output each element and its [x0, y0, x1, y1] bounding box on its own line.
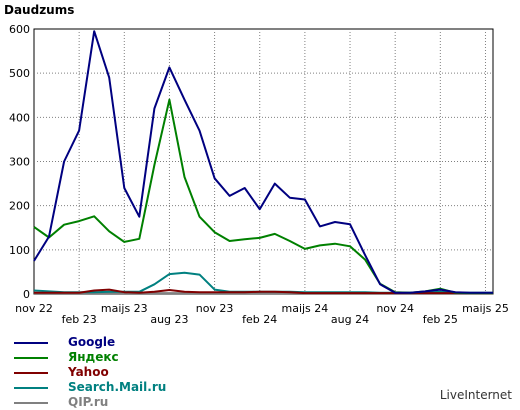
legend-item: QIP.ru	[14, 395, 166, 410]
y-tick-label: 400	[9, 111, 30, 124]
legend-label: Yahoo	[68, 365, 109, 379]
legend-item: Google	[14, 335, 166, 350]
y-axis-title: Daudzums	[4, 3, 74, 17]
legend-swatch	[14, 371, 48, 374]
x-tick-label: maijs 23	[101, 302, 148, 315]
series-line-yahoo	[34, 288, 493, 295]
x-tick-label: feb 24	[242, 313, 277, 326]
x-tick-label: maijs 25	[462, 302, 509, 315]
legend-item: Search.Mail.ru	[14, 380, 166, 395]
y-axis: 0 100 200 300 400 500 600	[9, 23, 30, 301]
x-tick-label: nov 22	[15, 302, 53, 315]
brand-label: LiveInternet	[439, 388, 512, 402]
x-tick-label: nov 24	[376, 302, 414, 315]
x-tick-label: feb 23	[62, 313, 97, 326]
y-tick-label: 0	[23, 288, 30, 301]
series-line-google	[33, 30, 493, 294]
legend: Google Яндекс Yahoo Search.Mail.ru QIP.ru	[14, 335, 166, 410]
legend-swatch	[14, 356, 48, 359]
legend-swatch	[14, 401, 48, 404]
legend-label: Search.Mail.ru	[68, 380, 167, 394]
legend-swatch	[14, 341, 48, 344]
y-tick-label: 500	[9, 67, 30, 80]
legend-item: Yahoo	[14, 365, 166, 380]
y-tick-label: 200	[9, 200, 30, 213]
x-tick-label: nov 23	[196, 302, 234, 315]
series-lines	[33, 30, 493, 295]
legend-label: Яндекс	[68, 350, 119, 364]
grid-lines	[34, 29, 493, 294]
y-tick-label: 600	[9, 23, 30, 36]
y-tick-label: 100	[9, 244, 30, 257]
legend-label: Google	[68, 335, 116, 349]
x-tick-label: feb 25	[423, 313, 458, 326]
legend-swatch	[14, 386, 48, 389]
plot-area	[33, 28, 494, 295]
x-tick-label: aug 24	[331, 313, 369, 326]
legend-item: Яндекс	[14, 350, 166, 365]
legend-label: QIP.ru	[68, 395, 109, 409]
x-tick-label: aug 23	[150, 313, 188, 326]
x-tick-label: maijs 24	[281, 302, 328, 315]
line-chart: Daudzums 0 100 200 300 400 500 600 nov 22 feb 2…	[4, 3, 509, 326]
y-tick-label: 300	[9, 156, 30, 169]
